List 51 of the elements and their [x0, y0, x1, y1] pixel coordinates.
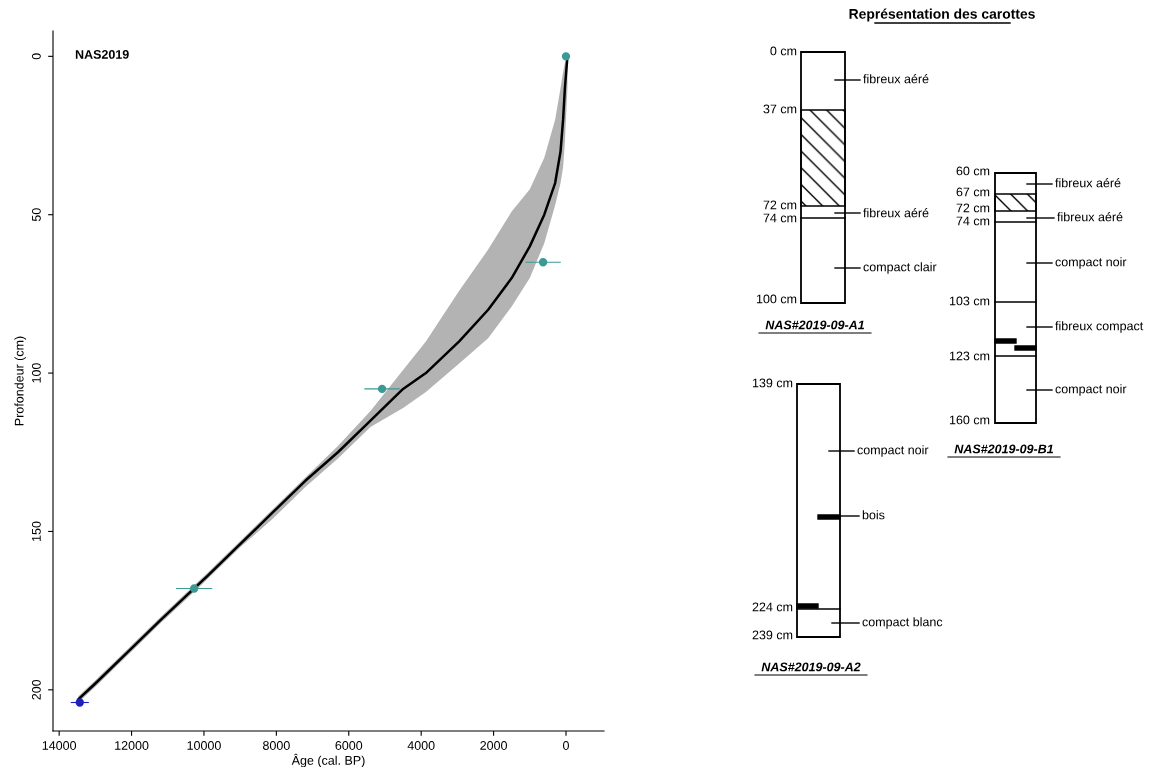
y-tick-label: 150 [31, 521, 41, 541]
point [75, 698, 84, 707]
text: 103 cm [949, 296, 990, 306]
x-tick-label: 6000 [335, 741, 363, 750]
text: compact noir [1055, 257, 1127, 269]
text: NAS#2019-09-A1 [765, 320, 865, 330]
text: Représentation des carottes [849, 8, 1035, 22]
point [561, 52, 571, 61]
text: fibreux aéré [1055, 178, 1121, 188]
text: 139 cm [752, 378, 793, 388]
text: fibreux aéré [863, 74, 929, 84]
text: bois [862, 510, 885, 520]
text: NAS#2019-09-A2 [761, 662, 861, 672]
text: 123 cm [949, 351, 990, 361]
annotation: NAS2019 [75, 50, 129, 59]
text: 160 cm [949, 415, 990, 425]
x-tick-label: 10000 [187, 741, 221, 750]
x-tick-label: 4000 [407, 741, 435, 750]
text: compact noir [1055, 384, 1127, 396]
text: fibreux compact [1055, 321, 1144, 333]
x-tick-label: 0 [563, 741, 569, 750]
y-tick-label: 100 [31, 363, 41, 383]
point [538, 258, 548, 267]
text: 239 cm [752, 630, 793, 640]
text: 72 cm [956, 203, 990, 213]
text: fibreux aéré [863, 208, 929, 218]
text: compact clair [863, 262, 937, 274]
text: 67 cm [956, 187, 990, 197]
point [190, 584, 199, 593]
x-tick-label: 2000 [480, 741, 507, 750]
y-tick-label: 50 [31, 208, 41, 222]
text: 37 cm [763, 104, 797, 114]
y-tick-label: 0 [31, 53, 41, 60]
text: 100 cm [756, 294, 797, 304]
text: NAS#2019-09-B1 [954, 444, 1054, 454]
y-tick-label: 200 [31, 679, 41, 700]
x-tick-label: 8000 [263, 741, 290, 750]
text: 74 cm [763, 213, 797, 223]
text: 72 cm [763, 200, 797, 210]
text: 60 cm [956, 166, 990, 176]
text: compact blanc [862, 617, 943, 629]
text: compact noir [857, 445, 929, 457]
text: 0 cm [770, 46, 797, 56]
y-axis-title: Profondeur (cm) [14, 336, 27, 426]
x-axis-title: Âge (cal. BP) [291, 753, 365, 767]
text: 74 cm [956, 216, 990, 226]
x-tick-label: 14000 [42, 741, 77, 750]
text: fibreux aéré [1057, 212, 1123, 222]
x-tick-label: 12000 [115, 741, 149, 750]
point [377, 384, 387, 394]
text: 224 cm [752, 602, 793, 612]
